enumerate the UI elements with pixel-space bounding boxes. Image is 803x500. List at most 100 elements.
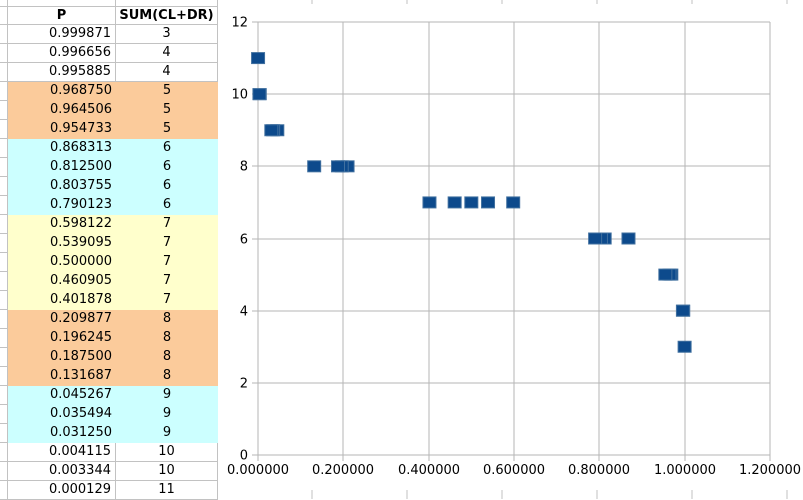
row-margin-cell[interactable] <box>0 101 8 120</box>
table-row: 0.996656 4 <box>0 44 218 63</box>
sum-value-cell[interactable]: 6 <box>116 158 218 177</box>
data-table: P SUM(CL+DR) 0.999871 3 0.996656 4 0.995885 4… <box>0 0 218 500</box>
row-margin-cell[interactable] <box>0 310 8 329</box>
sum-value-cell[interactable]: 3 <box>116 25 218 44</box>
x-axis-tick-label: 0.800000 <box>568 463 630 478</box>
sum-value-cell[interactable]: 6 <box>116 196 218 215</box>
row-margin-cell[interactable] <box>0 139 8 158</box>
y-axis-tick-label: 10 <box>231 88 248 103</box>
sum-value-cell[interactable]: 9 <box>116 424 218 443</box>
p-value-cell[interactable]: 0.999871 <box>8 25 116 44</box>
column-header-sum[interactable]: SUM(CL+DR) <box>116 7 218 25</box>
table-row: 0.964506 5 <box>0 101 218 120</box>
row-margin-cell[interactable] <box>0 348 8 367</box>
row-margin-cell[interactable] <box>0 367 8 386</box>
sum-value-cell[interactable]: 7 <box>116 291 218 310</box>
p-value-cell[interactable]: 0.209877 <box>8 310 116 329</box>
p-value-cell[interactable]: 0.045267 <box>8 386 116 405</box>
row-margin-cell[interactable] <box>0 329 8 348</box>
sum-value-cell[interactable]: 10 <box>116 443 218 462</box>
p-value-cell[interactable]: 0.539095 <box>8 234 116 253</box>
data-point <box>307 160 322 173</box>
sum-value-cell[interactable]: 6 <box>116 139 218 158</box>
sum-value-cell[interactable]: 7 <box>116 215 218 234</box>
table-row: 0.196245 8 <box>0 329 218 348</box>
data-point <box>506 196 521 209</box>
p-value-cell[interactable]: 0.500000 <box>8 253 116 272</box>
sum-value-cell[interactable]: 8 <box>116 367 218 386</box>
x-axis-tick-label: 0.400000 <box>398 463 460 478</box>
sum-value-cell[interactable]: 8 <box>116 329 218 348</box>
p-value-cell[interactable]: 0.187500 <box>8 348 116 367</box>
p-value-cell[interactable]: 0.460905 <box>8 272 116 291</box>
chart-background <box>218 4 803 490</box>
p-value-cell[interactable]: 0.003344 <box>8 462 116 481</box>
sum-value-cell[interactable]: 7 <box>116 272 218 291</box>
x-axis-tick-label: 0.000000 <box>227 463 289 478</box>
p-value-cell[interactable]: 0.031250 <box>8 424 116 443</box>
p-value-cell[interactable]: 0.996656 <box>8 44 116 63</box>
row-margin-cell[interactable] <box>0 82 8 101</box>
table-row: 0.187500 8 <box>0 348 218 367</box>
row-margin-cell[interactable] <box>0 196 8 215</box>
table-row: 0.539095 7 <box>0 234 218 253</box>
sum-value-cell[interactable]: 7 <box>116 234 218 253</box>
sum-value-cell[interactable]: 5 <box>116 82 218 101</box>
row-margin-cell[interactable] <box>0 25 8 44</box>
p-value-cell[interactable]: 0.401878 <box>8 291 116 310</box>
table-row: 0.812500 6 <box>0 158 218 177</box>
table-row: 0.460905 7 <box>0 272 218 291</box>
sum-value-cell[interactable]: 8 <box>116 310 218 329</box>
row-margin-cell[interactable] <box>0 405 8 424</box>
p-value-cell[interactable]: 0.964506 <box>8 101 116 120</box>
sum-value-cell[interactable]: 7 <box>116 253 218 272</box>
p-value-cell[interactable]: 0.954733 <box>8 120 116 139</box>
row-margin-cell[interactable] <box>0 177 8 196</box>
p-value-cell[interactable]: 0.995885 <box>8 63 116 82</box>
sum-value-cell[interactable]: 5 <box>116 120 218 139</box>
p-value-cell[interactable]: 0.868313 <box>8 139 116 158</box>
sum-value-cell[interactable]: 4 <box>116 44 218 63</box>
row-margin-cell[interactable] <box>0 120 8 139</box>
sum-value-cell[interactable]: 9 <box>116 405 218 424</box>
row-margin-cell[interactable] <box>0 158 8 177</box>
table-body: 0.999871 3 0.996656 4 0.995885 4 0.968750 5 0.96… <box>0 25 218 500</box>
p-value-cell[interactable]: 0.035494 <box>8 405 116 424</box>
column-header-p[interactable]: P <box>8 7 116 25</box>
row-margin-cell[interactable] <box>0 44 8 63</box>
row-margin-cell[interactable] <box>0 63 8 82</box>
x-axis-tick-label: 0.600000 <box>483 463 545 478</box>
p-value-cell[interactable]: 0.004115 <box>8 443 116 462</box>
row-margin-cell[interactable] <box>0 253 8 272</box>
row-margin-cell[interactable] <box>0 462 8 481</box>
sum-value-cell[interactable]: 8 <box>116 348 218 367</box>
sum-value-cell[interactable]: 10 <box>116 462 218 481</box>
row-margin-cell[interactable] <box>0 272 8 291</box>
y-axis-tick-label: 4 <box>240 305 248 320</box>
sum-value-cell[interactable]: 9 <box>116 386 218 405</box>
p-value-cell[interactable]: 0.790123 <box>8 196 116 215</box>
p-value-cell[interactable]: 0.196245 <box>8 329 116 348</box>
table-row: 0.004115 10 <box>0 443 218 462</box>
row-margin-cell[interactable] <box>0 424 8 443</box>
p-value-cell[interactable]: 0.131687 <box>8 367 116 386</box>
sum-value-cell[interactable]: 6 <box>116 177 218 196</box>
table-row: 0.803755 6 <box>0 177 218 196</box>
row-margin-cell[interactable] <box>0 215 8 234</box>
p-value-cell[interactable]: 0.598122 <box>8 215 116 234</box>
row-margin-cell[interactable] <box>0 291 8 310</box>
row-margin-cell[interactable] <box>0 386 8 405</box>
data-point <box>481 196 496 209</box>
sum-value-cell[interactable]: 4 <box>116 63 218 82</box>
p-value-cell[interactable]: 0.803755 <box>8 177 116 196</box>
row-margin-cell[interactable] <box>0 7 8 25</box>
table-top-sliver <box>0 0 218 7</box>
row-margin-cell[interactable] <box>0 443 8 462</box>
p-value-cell[interactable]: 0.812500 <box>8 158 116 177</box>
p-value-cell[interactable]: 0.968750 <box>8 82 116 101</box>
sum-value-cell[interactable]: 5 <box>116 101 218 120</box>
table-row: 0.401878 7 <box>0 291 218 310</box>
row-margin-cell[interactable] <box>0 234 8 253</box>
